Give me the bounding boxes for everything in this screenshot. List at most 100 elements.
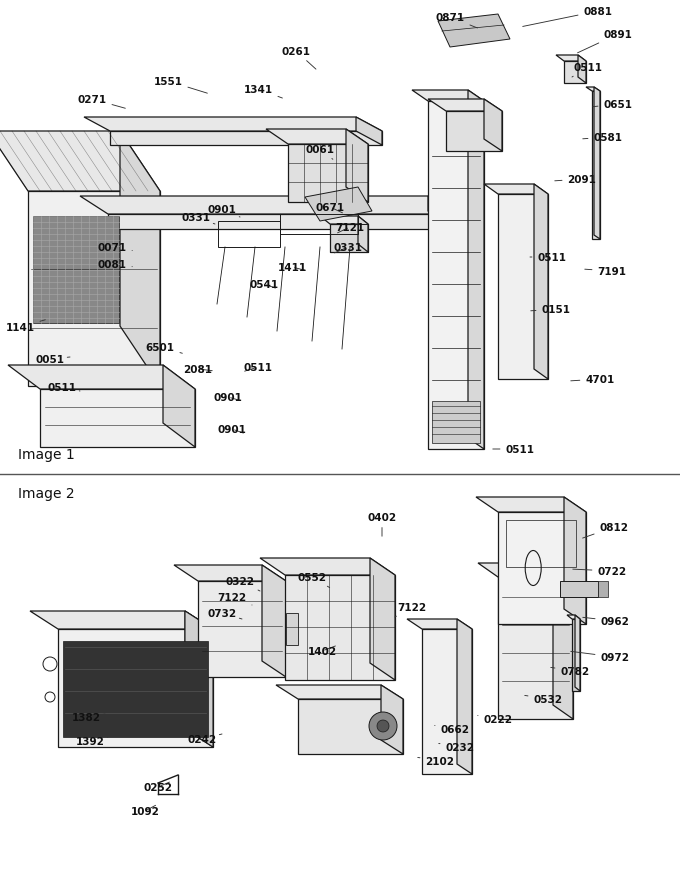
Text: 0881: 0881 — [523, 7, 613, 28]
Polygon shape — [346, 130, 368, 203]
Text: 0782: 0782 — [551, 666, 590, 676]
Text: Image 1: Image 1 — [18, 448, 75, 461]
Text: 0402: 0402 — [367, 512, 396, 536]
Text: 1141: 1141 — [5, 320, 46, 333]
Polygon shape — [358, 216, 368, 253]
Text: 0151: 0151 — [531, 305, 571, 315]
Polygon shape — [594, 88, 600, 240]
Bar — [33, 216, 119, 324]
Polygon shape — [498, 195, 548, 380]
Polygon shape — [185, 611, 213, 747]
Bar — [63, 641, 208, 738]
Polygon shape — [572, 620, 580, 691]
Text: 0222: 0222 — [478, 714, 513, 724]
Bar — [218, 222, 280, 248]
Text: 0812: 0812 — [583, 522, 628, 538]
Polygon shape — [428, 100, 502, 112]
Text: 1411: 1411 — [277, 263, 307, 273]
Circle shape — [369, 713, 397, 740]
Text: 1392: 1392 — [75, 736, 108, 746]
Polygon shape — [288, 145, 368, 203]
Polygon shape — [564, 62, 586, 84]
Polygon shape — [276, 685, 403, 699]
Polygon shape — [198, 581, 286, 678]
Polygon shape — [578, 56, 586, 84]
Polygon shape — [564, 497, 586, 624]
Text: 1402: 1402 — [307, 646, 337, 656]
Text: 0671: 0671 — [316, 203, 345, 214]
Polygon shape — [476, 497, 586, 512]
Polygon shape — [567, 615, 580, 620]
Polygon shape — [108, 215, 456, 230]
Text: 0061: 0061 — [305, 145, 335, 160]
Text: 1382: 1382 — [71, 713, 105, 722]
Text: 0732: 0732 — [207, 608, 242, 620]
Polygon shape — [266, 130, 368, 145]
Text: 1341: 1341 — [243, 85, 282, 99]
Text: 7122: 7122 — [395, 603, 426, 618]
Text: 0511: 0511 — [493, 444, 534, 454]
Text: 1092: 1092 — [131, 805, 159, 816]
Polygon shape — [30, 611, 213, 629]
Polygon shape — [0, 131, 160, 192]
Text: 0252: 0252 — [143, 782, 173, 792]
Polygon shape — [356, 118, 382, 146]
Polygon shape — [553, 563, 573, 719]
Text: 0071: 0071 — [97, 243, 133, 253]
Polygon shape — [262, 565, 286, 678]
Text: 0901: 0901 — [218, 425, 246, 434]
Text: 2091: 2091 — [555, 175, 596, 185]
Polygon shape — [457, 620, 472, 774]
Polygon shape — [412, 91, 484, 102]
Text: 0261: 0261 — [282, 47, 316, 70]
Text: 0901: 0901 — [214, 392, 243, 402]
Polygon shape — [468, 91, 484, 450]
Polygon shape — [8, 366, 195, 390]
Bar — [560, 581, 598, 597]
Text: 2081: 2081 — [184, 365, 212, 375]
Text: 0511: 0511 — [530, 253, 566, 263]
Polygon shape — [438, 15, 510, 48]
Polygon shape — [422, 629, 472, 774]
Text: 0271: 0271 — [78, 95, 125, 109]
Text: 0662: 0662 — [435, 724, 469, 734]
Circle shape — [377, 721, 389, 732]
Polygon shape — [586, 88, 600, 92]
Text: 2102: 2102 — [418, 756, 454, 766]
Text: 1551: 1551 — [154, 77, 207, 94]
Text: 7122: 7122 — [218, 593, 252, 605]
Text: 0051: 0051 — [35, 355, 70, 365]
Bar — [432, 401, 480, 443]
Text: 4701: 4701 — [571, 375, 615, 384]
Polygon shape — [330, 224, 368, 253]
Polygon shape — [370, 559, 395, 680]
Text: 0331: 0331 — [182, 213, 215, 224]
Polygon shape — [428, 102, 484, 450]
Polygon shape — [120, 131, 160, 386]
Polygon shape — [534, 185, 548, 380]
Text: 0891: 0891 — [577, 30, 632, 54]
Text: 0511: 0511 — [572, 63, 602, 78]
Polygon shape — [498, 578, 573, 719]
Polygon shape — [298, 699, 403, 755]
Polygon shape — [174, 565, 286, 581]
Polygon shape — [556, 56, 586, 62]
Bar — [286, 613, 298, 645]
Text: 0722: 0722 — [573, 567, 626, 577]
Polygon shape — [381, 685, 403, 755]
Polygon shape — [80, 197, 456, 215]
Text: 0322: 0322 — [226, 577, 260, 591]
Text: 7121: 7121 — [335, 223, 364, 233]
Bar — [330, 224, 368, 253]
Bar — [280, 215, 358, 235]
Text: 0651: 0651 — [593, 100, 632, 110]
Text: 0511: 0511 — [48, 383, 80, 392]
Text: 0081: 0081 — [97, 260, 132, 270]
Polygon shape — [407, 620, 472, 629]
Polygon shape — [446, 112, 502, 152]
Text: Image 2: Image 2 — [18, 486, 75, 501]
Polygon shape — [320, 216, 368, 224]
Text: 0242: 0242 — [188, 734, 222, 744]
Text: 0331: 0331 — [333, 243, 362, 254]
Polygon shape — [575, 615, 580, 691]
